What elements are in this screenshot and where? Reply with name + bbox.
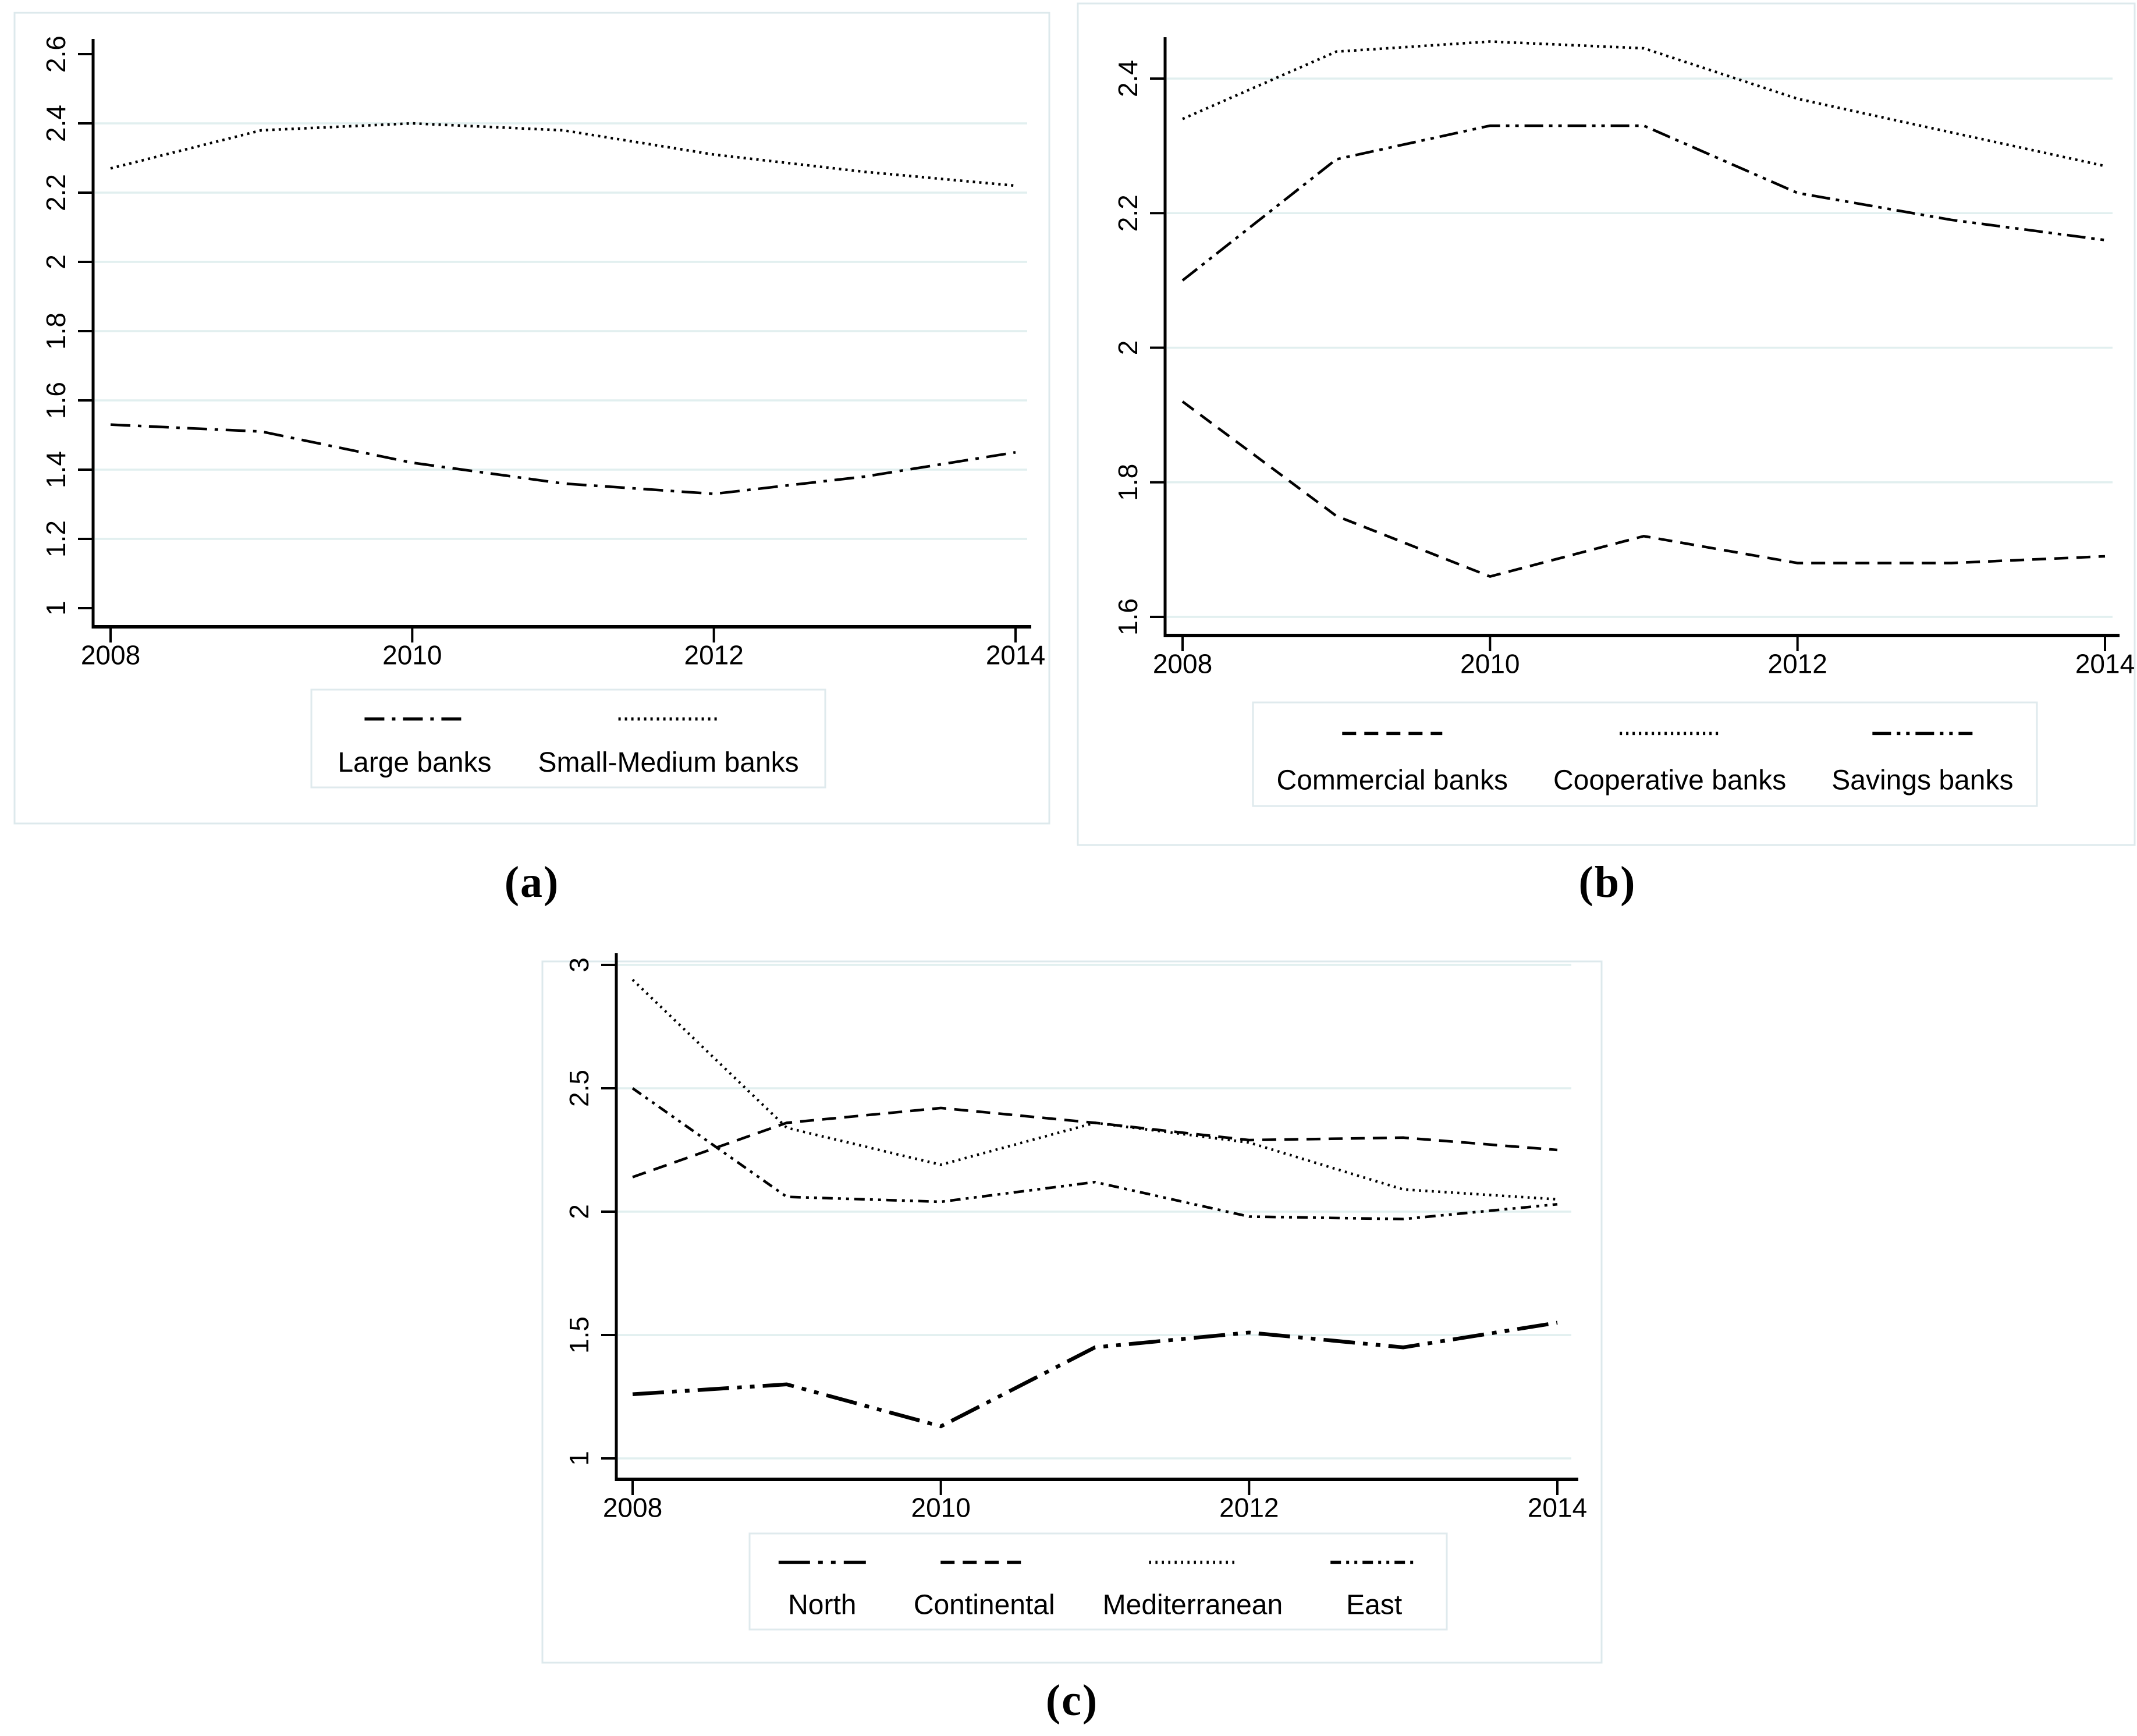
y-tick-label: 2 bbox=[564, 1204, 594, 1219]
legend-item-label: East bbox=[1346, 1590, 1402, 1621]
x-tick-label: 2014 bbox=[2075, 649, 2135, 679]
chart-a: 1 1.2 1.4 1.6 1.8 2 2.2 2.4 2.6 2008 2010 2012 2014 L… bbox=[13, 12, 1050, 825]
legend-item-label: Mediterranean bbox=[1103, 1590, 1283, 1621]
x-tick-label: 2010 bbox=[382, 640, 442, 670]
y-tick-label: 1 bbox=[564, 1451, 594, 1466]
x-tick-label: 2012 bbox=[684, 640, 743, 670]
series-savings-banks bbox=[1181, 124, 2106, 282]
x-tick-label: 2008 bbox=[81, 640, 140, 670]
series-cooperative-banks bbox=[1182, 40, 2106, 168]
legend-item-label: Continental bbox=[914, 1590, 1055, 1621]
x-tick-label: 2008 bbox=[603, 1493, 662, 1523]
x-tick-label: 2014 bbox=[986, 640, 1045, 670]
x-tick-label: 2010 bbox=[911, 1493, 970, 1523]
y-tick-label: 2.2 bbox=[1113, 194, 1143, 232]
legend-item-label: Savings banks bbox=[1831, 765, 2013, 796]
chart-b: 1.6 1.8 2 2.2 2.4 2008 2010 2012 2014 Commercial … bbox=[1077, 2, 2136, 846]
series-north bbox=[632, 1320, 1558, 1429]
series-commercial-banks bbox=[1181, 400, 2106, 578]
gridlines-c bbox=[618, 964, 1571, 1460]
y-tick-label: 1.2 bbox=[41, 520, 71, 558]
y-tick-label: 2.4 bbox=[1113, 60, 1143, 97]
y-tick-label: 2 bbox=[41, 254, 71, 269]
panel-label-b: (b) bbox=[1578, 858, 1637, 907]
y-tick-label: 1 bbox=[41, 601, 71, 616]
legend-box bbox=[1252, 701, 2038, 807]
panel-label-c: (c) bbox=[1045, 1676, 1099, 1725]
gridlines-b bbox=[1167, 77, 2113, 618]
y-tick-label: 1.6 bbox=[1113, 598, 1143, 636]
series-mediterranean bbox=[631, 978, 1558, 1201]
series-large-banks bbox=[110, 423, 1016, 495]
legend-item-label: North bbox=[788, 1590, 856, 1621]
legend-item-label: Small-Medium banks bbox=[538, 747, 799, 778]
legend-item-label: Commercial banks bbox=[1277, 765, 1508, 796]
legend-item-label: Cooperative banks bbox=[1553, 765, 1786, 796]
legend-box bbox=[310, 688, 826, 789]
x-tick-label: 2014 bbox=[1528, 1493, 1587, 1523]
legend-c: North Continental Mediterranean East bbox=[748, 1532, 1448, 1631]
y-tick-label: 3 bbox=[564, 957, 594, 972]
y-tick-label: 1.5 bbox=[564, 1316, 594, 1354]
gridlines-a bbox=[95, 122, 1027, 540]
y-tick-label: 2 bbox=[1113, 340, 1143, 356]
y-tick-label: 2.6 bbox=[41, 35, 71, 73]
y-tick-label: 1.8 bbox=[1113, 464, 1143, 501]
x-tick-label: 2012 bbox=[1219, 1493, 1279, 1523]
y-tick-label: 2.5 bbox=[564, 1070, 594, 1107]
y-tick-label: 1.8 bbox=[41, 313, 71, 350]
panel-label-a: (a) bbox=[504, 858, 560, 907]
y-tick-label: 1.4 bbox=[41, 451, 71, 488]
legend-item-label: Large banks bbox=[338, 747, 491, 778]
series-east bbox=[631, 1087, 1558, 1220]
y-tick-label: 1.6 bbox=[41, 382, 71, 419]
legend-a: Large banks Small-Medium banks bbox=[310, 688, 826, 789]
legend-box bbox=[748, 1532, 1448, 1631]
series-small-medium-banks bbox=[110, 122, 1016, 187]
y-tick-label: 2.4 bbox=[41, 105, 71, 142]
chart-c: 1 1.5 2 2.5 3 2008 2010 2012 2014 North Continenta… bbox=[541, 953, 1603, 1664]
x-tick-label: 2010 bbox=[1460, 649, 1520, 679]
y-tick-label: 2.2 bbox=[41, 174, 71, 211]
x-tick-label: 2008 bbox=[1153, 649, 1212, 679]
x-tick-label: 2012 bbox=[1767, 649, 1827, 679]
legend-b: Commercial banks Cooperative banks Savings… bbox=[1252, 701, 2038, 807]
